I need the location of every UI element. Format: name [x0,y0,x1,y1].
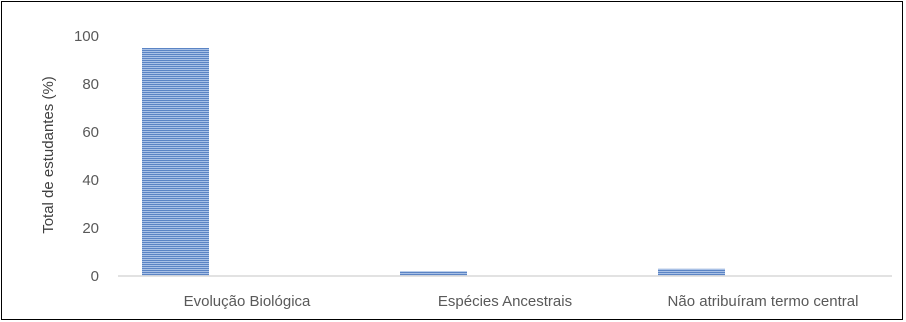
y-tick-label: 20 [82,220,99,237]
x-category-label: Não atribuíram termo central [668,293,859,310]
y-tick-label: 100 [74,28,99,45]
x-category-label: Evolução Biológica [184,293,311,310]
y-axis-title: Total de estudantes (%) [40,76,57,234]
y-tick-label: 0 [91,268,99,285]
y-axis-ticks: 0 20 40 60 80 100 [74,28,99,285]
bar [658,268,725,276]
y-tick-label: 60 [82,124,99,141]
bar [400,271,467,276]
x-axis-ticks: Evolução Biológica Espécies Ancestrais Não… [184,293,859,310]
x-category-label: Espécies Ancestrais [438,293,572,310]
bars [142,48,725,276]
y-tick-label: 80 [82,76,99,93]
bar [142,48,209,276]
y-tick-label: 40 [82,172,99,189]
